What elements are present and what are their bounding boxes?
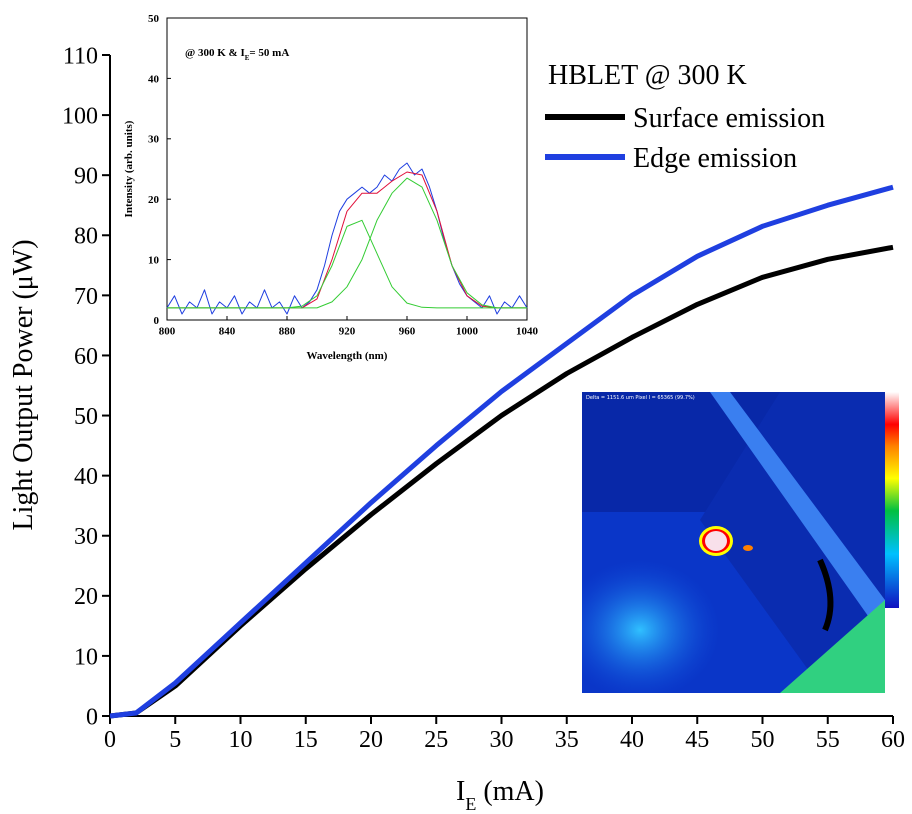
- x-tick-label: 30: [490, 727, 514, 753]
- annotation-part: = 50 mA: [249, 47, 289, 59]
- y-tick-label: 50: [74, 404, 98, 430]
- x-tick-label: 960: [399, 325, 416, 337]
- x-tick-label: 45: [685, 727, 709, 753]
- x-tick-label: 1040: [516, 325, 539, 337]
- y-tick-label: 40: [148, 73, 160, 85]
- legend-title: HBLET @ 300 K: [548, 60, 747, 91]
- y-tick-label: 30: [148, 134, 160, 146]
- y-axis-title: Intensity (arb. units): [123, 120, 135, 217]
- x-axis-title: IE (mA): [456, 776, 544, 814]
- y-tick-label: 10: [148, 254, 160, 266]
- y-tick-label: 60: [74, 344, 98, 370]
- y-tick-label: 100: [62, 103, 98, 129]
- y-tick-label: 20: [74, 584, 98, 610]
- series-line: [109, 184, 894, 719]
- x-tick-label: 25: [424, 727, 448, 753]
- x-axis-title-sub: E: [465, 794, 476, 814]
- x-tick-label: 5: [169, 727, 181, 753]
- y-tick-label: 90: [74, 164, 98, 190]
- x-tick-label: 840: [219, 325, 236, 337]
- x-tick-label: 20: [359, 727, 383, 753]
- x-tick-label: 920: [339, 325, 356, 337]
- annotation: @ 300 K & IE= 50 mA: [185, 47, 289, 62]
- chart-1: 800 840 880 920 960 1000 1040 0 10 20 30 40 50 Intens…: [123, 13, 539, 362]
- annotation-part: @ 300 K & I: [185, 47, 245, 59]
- x-axis-title-part: (mA): [476, 776, 544, 807]
- y-tick-label: 20: [148, 194, 160, 206]
- x-axis-title-part: I: [456, 776, 465, 807]
- x-tick-label: 40: [620, 727, 644, 753]
- legend-label: Edge emission: [633, 143, 797, 174]
- y-tick-label: 0: [86, 704, 98, 730]
- thermal-image: Delta = 1151.6 um Pixel I = 65365 (99.7%…: [582, 392, 899, 693]
- y-tick-label: 110: [63, 43, 98, 69]
- y-tick-label: 0: [154, 315, 160, 327]
- y-tick-label: 50: [148, 13, 160, 25]
- x-tick-label: 800: [159, 325, 176, 337]
- plot-frame: [166, 17, 528, 321]
- y-tick-label: 10: [74, 644, 98, 670]
- y-axis-title: Light Output Power (μW): [8, 239, 39, 530]
- y-tick-label: 30: [74, 524, 98, 550]
- x-tick-label: 15: [294, 727, 318, 753]
- x-tick-label: 50: [751, 727, 775, 753]
- x-tick-label: 10: [229, 727, 253, 753]
- y-tick-label: 70: [74, 284, 98, 310]
- colorbar: [885, 392, 899, 608]
- x-axis-title: Wavelength (nm): [307, 350, 388, 362]
- x-tick-label: 35: [555, 727, 579, 753]
- x-tick-label: 1000: [456, 325, 479, 337]
- y-tick-label: 80: [74, 224, 98, 250]
- chart-0: 0 5 10 15 20 25 30 35 40 45 50 55 60 0 10 20 30 40 50 60 70 8…: [8, 43, 905, 814]
- legend-label: Surface emission: [633, 103, 825, 134]
- x-tick-label: 60: [881, 727, 905, 753]
- annotation-sub: E: [245, 54, 250, 62]
- x-tick-label: 880: [279, 325, 296, 337]
- y-tick-label: 40: [74, 464, 98, 490]
- x-tick-label: 55: [816, 727, 840, 753]
- series-line: [167, 177, 527, 309]
- x-tick-label: 0: [104, 727, 116, 753]
- image-caption: Delta = 1151.6 um Pixel I = 65365 (99.7%…: [586, 395, 695, 401]
